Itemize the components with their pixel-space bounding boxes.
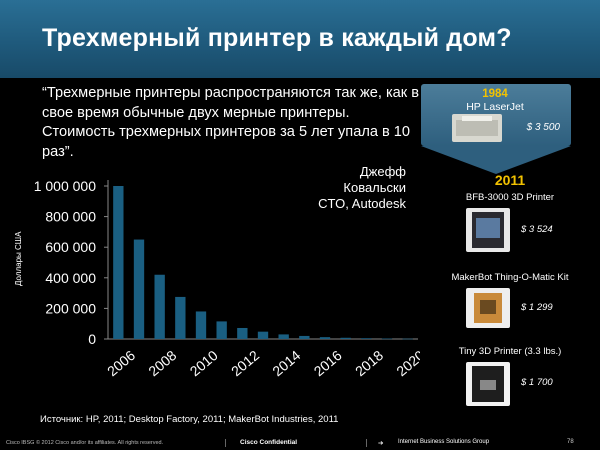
hp-printer-label: HP LaserJet [466, 101, 524, 113]
confidential-label: Cisco Confidential [240, 439, 298, 446]
y-tick-label: 0 [88, 331, 96, 347]
page-number: 78 [567, 439, 574, 445]
footer-divider [225, 439, 226, 447]
quote-text: “Трехмерные принтеры распространяются та… [42, 85, 419, 160]
x-tick-label: 2010 [187, 347, 221, 379]
bar-2015 [299, 335, 310, 339]
y-tick-label: 1 000 000 [34, 178, 96, 194]
printer-3-label: Tiny 3D Printer (3.3 lbs.) [458, 346, 562, 357]
printer-3-price: $ 1 700 [521, 377, 553, 388]
bar-2008 [154, 274, 165, 339]
x-tick-label: 2018 [352, 347, 386, 379]
bar-2006 [113, 186, 124, 339]
hp-laserjet-image [452, 114, 502, 142]
bar-2014 [278, 334, 289, 339]
x-tick-label: 2006 [104, 347, 138, 379]
bar-2016 [319, 337, 331, 339]
printer-2-label: MakerBot Thing-O-Matic Kit [451, 272, 569, 283]
bar-2020 [402, 338, 413, 340]
footer: Cisco IBSG © 2012 Cisco and/or its affil… [0, 436, 600, 450]
author-name: Джефф Ковальски [343, 164, 406, 195]
price-bar-chart: 0 200 000 400 000 600 000 800 000 1 000 000 20… [34, 178, 420, 379]
quote-author: Джефф Ковальски CTO, Autodesk [296, 164, 406, 212]
y-tick-label: 600 000 [45, 239, 96, 255]
bar-2017 [340, 337, 351, 339]
title-bar: Трехмерный принтер в каждый дом? [0, 0, 600, 78]
makerbot-image [466, 288, 510, 328]
x-tick-label: 2012 [228, 347, 262, 379]
y-tick-label: 800 000 [45, 209, 96, 225]
bfb-printer-image [466, 208, 510, 252]
old-price: $ 3 500 [526, 122, 560, 133]
printer-2-price: $ 1 299 [521, 302, 553, 313]
printer-1-price: $ 3 524 [521, 224, 553, 235]
x-tick-label: 2020 [393, 347, 420, 379]
bar-2010 [195, 311, 207, 339]
bar-2009 [175, 296, 186, 339]
bar-2012 [237, 327, 248, 339]
group-label: Internet Business Solutions Group [398, 439, 490, 445]
author-role: CTO, Autodesk [318, 196, 406, 211]
slide-title: Трехмерный принтер в каждый дом? [42, 24, 512, 52]
source-note: Источник: HP, 2011; Desktop Factory, 201… [40, 414, 339, 425]
bar-2013 [257, 331, 269, 339]
year-2011: 2011 [494, 172, 526, 188]
bar-2018 [361, 338, 372, 339]
tiny-printer-image [466, 362, 510, 406]
footer-divider [366, 439, 367, 447]
copyright: Cisco IBSG © 2012 Cisco and/or its affil… [6, 440, 164, 446]
bar-2011 [216, 321, 227, 339]
x-tick-label: 2008 [145, 347, 179, 379]
printer-1-label: BFB-3000 3D Printer [465, 192, 555, 203]
y-tick-label: 200 000 [45, 300, 96, 316]
bar-2019 [381, 338, 393, 340]
x-tick-label: 2016 [311, 347, 345, 379]
y-tick-label: 400 000 [45, 270, 96, 286]
bar-2007 [133, 239, 145, 339]
year-1984: 1984 [482, 88, 508, 100]
down-arrow-shape [421, 146, 571, 174]
arrow-icon: ➔ [378, 440, 384, 447]
x-tick-label: 2014 [269, 347, 303, 379]
